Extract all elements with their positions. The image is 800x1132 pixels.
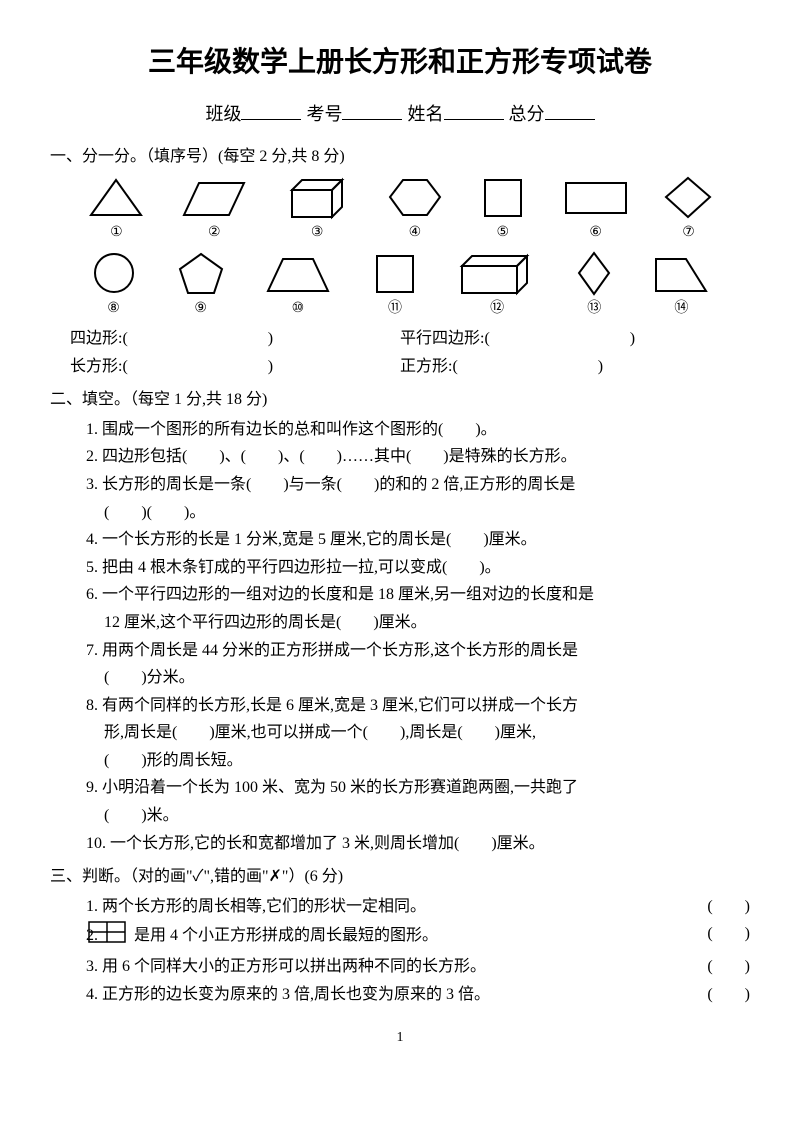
page-number: 1 [50,1027,750,1049]
shape-right-trapezoid: ⑭ [651,251,711,320]
examno-label: 考号 [306,104,342,124]
q2-9a: 9. 小明沿着一个长为 100 米、宽为 50 米的长方形赛道跑两圈,一共跑了 [86,775,750,801]
score-label: 总分 [509,104,545,124]
score-blank[interactable] [545,101,595,120]
q3-3: 3. 用 6 个同样大小的正方形可以拼出两种不同的长方形。 ( ) [86,954,750,980]
q2-7a: 7. 用两个周长是 44 分米的正方形拼成一个长方形,这个长方形的周长是 [86,638,750,664]
shapes-row-2: ⑧ ⑨ ⑩ ⑪ ⑫ ⑬ ⑭ [70,251,730,320]
shape-parallelogram: ② [179,175,249,244]
q2-8b: 形,周长是( )厘米,也可以拼成一个( ),周长是( )厘米, [104,720,750,746]
shape-trapezoid: ⑩ [263,251,333,320]
class-label: 班级 [205,104,241,124]
examno-blank[interactable] [342,101,402,120]
shapes-row-1: ① ② ③ ④ ⑤ ⑥ ⑦ [70,175,730,244]
section2-heading: 二、填空。（每空 1 分,共 18 分) [50,387,750,413]
classify-answers-1: 四边形:() 平行四边形:() [70,326,730,352]
q2-10: 10. 一个长方形,它的长和宽都增加了 3 米,则周长增加( )厘米。 [86,831,750,857]
q2-3a: 3. 长方形的周长是一条( )与一条( )的和的 2 倍,正方形的周长是 [86,472,750,498]
shape-square2: ⑪ [370,251,420,320]
shape-rhombus-thin: ⑬ [574,251,614,320]
page-title: 三年级数学上册长方形和正方形专项试卷 [50,40,750,85]
q2-3b: ( )( )。 [104,500,750,526]
q3-2: 2. 是用 4 个小正方形拼成的周长最短的图形。 ( ) [86,921,750,952]
shape-triangle: ① [86,175,146,244]
classify-answers-2: 长方形:() 正方形:() [70,354,730,380]
q2-8a: 8. 有两个同样的长方形,长是 6 厘米,宽是 3 厘米,它们可以拼成一个长方 [86,693,750,719]
q2-6a: 6. 一个平行四边形的一组对边的长度和是 18 厘米,另一组对边的长度和是 [86,582,750,608]
q3-1: 1. 两个长方形的周长相等,它们的形状一定相同。 ( ) [86,894,750,920]
shape-rectangle: ⑥ [561,175,631,244]
q2-6b: 12 厘米,这个平行四边形的周长是( )厘米。 [104,610,750,636]
q2-9b: ( )米。 [104,803,750,829]
student-info: 班级 考号 姓名 总分 [50,100,750,129]
grid-shape-icon [106,921,126,952]
shape-diamond: ⑦ [663,175,713,244]
q2-8c: ( )形的周长短。 [104,748,750,774]
q3-4: 4. 正方形的边长变为原来的 3 倍,周长也变为原来的 3 倍。 ( ) [86,982,750,1008]
shape-square: ⑤ [478,175,528,244]
q2-1: 1. 围成一个图形的所有边长的总和叫作这个图形的( )。 [86,417,750,443]
q2-4: 4. 一个长方形的长是 1 分米,宽是 5 厘米,它的周长是( )厘米。 [86,527,750,553]
name-blank[interactable] [444,101,504,120]
section3-heading: 三、判断。（对的画"✓",错的画"✗"）(6 分) [50,864,750,890]
shape-hexagon: ④ [385,175,445,244]
section1-heading: 一、分一分。（填序号）(每空 2 分,共 8 分) [50,144,750,170]
shape-pentagon: ⑨ [176,251,226,320]
name-label: 姓名 [408,104,444,124]
class-blank[interactable] [241,101,301,120]
shape-cuboid: ⑫ [457,251,537,320]
shape-cube: ③ [282,175,352,244]
q2-5: 5. 把由 4 根木条钉成的平行四边形拉一拉,可以变成( )。 [86,555,750,581]
q2-7b: ( )分米。 [104,665,750,691]
shape-circle: ⑧ [89,251,139,320]
q2-2: 2. 四边形包括( )、( )、( )……其中( )是特殊的长方形。 [86,444,750,470]
